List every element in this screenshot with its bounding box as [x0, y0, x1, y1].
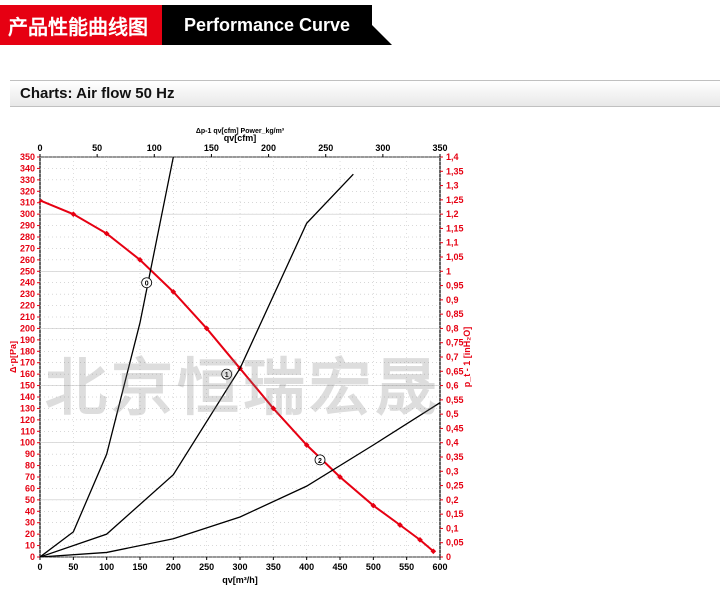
- svg-text:1,25: 1,25: [446, 195, 464, 205]
- svg-text:0,65: 0,65: [446, 366, 464, 376]
- svg-text:0: 0: [145, 281, 149, 288]
- svg-text:300: 300: [232, 562, 247, 572]
- svg-text:100: 100: [147, 143, 162, 153]
- svg-text:60: 60: [25, 483, 35, 493]
- svg-text:100: 100: [99, 562, 114, 572]
- svg-text:qv[m³/h]: qv[m³/h]: [222, 575, 258, 585]
- header-title-cn: 产品性能曲线图: [0, 5, 162, 45]
- svg-text:200: 200: [166, 562, 181, 572]
- svg-text:50: 50: [68, 562, 78, 572]
- svg-text:120: 120: [20, 415, 35, 425]
- svg-text:500: 500: [366, 562, 381, 572]
- svg-text:0: 0: [446, 552, 451, 562]
- svg-text:2: 2: [318, 458, 322, 465]
- svg-text:1: 1: [446, 266, 451, 276]
- svg-text:290: 290: [20, 221, 35, 231]
- svg-text:600: 600: [432, 562, 447, 572]
- svg-text:40: 40: [25, 506, 35, 516]
- svg-text:0,85: 0,85: [446, 309, 464, 319]
- svg-text:80: 80: [25, 461, 35, 471]
- svg-text:150: 150: [204, 143, 219, 153]
- svg-text:0,35: 0,35: [446, 452, 464, 462]
- svg-text:180: 180: [20, 346, 35, 356]
- svg-text:0: 0: [37, 143, 42, 153]
- svg-text:1,3: 1,3: [446, 181, 459, 191]
- svg-text:0,6: 0,6: [446, 381, 459, 391]
- svg-text:1,15: 1,15: [446, 223, 464, 233]
- svg-text:0,9: 0,9: [446, 295, 459, 305]
- svg-text:1: 1: [225, 372, 229, 379]
- svg-text:50: 50: [25, 495, 35, 505]
- svg-text:160: 160: [20, 369, 35, 379]
- svg-text:310: 310: [20, 198, 35, 208]
- svg-text:260: 260: [20, 255, 35, 265]
- svg-text:0,1: 0,1: [446, 523, 459, 533]
- svg-text:0,05: 0,05: [446, 538, 464, 548]
- svg-text:1,1: 1,1: [446, 238, 459, 248]
- svg-text:0,25: 0,25: [446, 481, 464, 491]
- svg-text:Δ·p[Pa]: Δ·p[Pa]: [10, 341, 18, 373]
- svg-text:30: 30: [25, 518, 35, 528]
- svg-text:0: 0: [30, 552, 35, 562]
- svg-text:350: 350: [266, 562, 281, 572]
- svg-text:0,55: 0,55: [446, 395, 464, 405]
- svg-text:150: 150: [20, 381, 35, 391]
- svg-text:230: 230: [20, 289, 35, 299]
- svg-text:140: 140: [20, 392, 35, 402]
- svg-text:0,8: 0,8: [446, 323, 459, 333]
- header-banner: 产品性能曲线图 Performance Curve: [0, 5, 727, 45]
- svg-text:340: 340: [20, 163, 35, 173]
- chart-subtitle: Charts: Air flow 50 Hz: [10, 80, 720, 107]
- svg-text:130: 130: [20, 403, 35, 413]
- svg-text:20: 20: [25, 529, 35, 539]
- svg-text:550: 550: [399, 562, 414, 572]
- svg-text:170: 170: [20, 358, 35, 368]
- svg-text:0,15: 0,15: [446, 509, 464, 519]
- svg-text:0,5: 0,5: [446, 409, 459, 419]
- svg-text:330: 330: [20, 175, 35, 185]
- svg-text:70: 70: [25, 472, 35, 482]
- svg-text:1,35: 1,35: [446, 166, 464, 176]
- svg-text:0,45: 0,45: [446, 423, 464, 433]
- chart-svg: 0102030405060708090100110120130140150160…: [10, 127, 480, 597]
- svg-text:350: 350: [432, 143, 447, 153]
- svg-text:0: 0: [37, 562, 42, 572]
- svg-text:50: 50: [92, 143, 102, 153]
- svg-text:0,7: 0,7: [446, 352, 459, 362]
- svg-text:300: 300: [375, 143, 390, 153]
- svg-text:200: 200: [261, 143, 276, 153]
- svg-text:280: 280: [20, 232, 35, 242]
- svg-text:0,4: 0,4: [446, 438, 459, 448]
- svg-text:0,95: 0,95: [446, 281, 464, 291]
- svg-text:0,75: 0,75: [446, 338, 464, 348]
- svg-text:150: 150: [132, 562, 147, 572]
- svg-text:250: 250: [318, 143, 333, 153]
- svg-text:210: 210: [20, 312, 35, 322]
- svg-text:1,05: 1,05: [446, 252, 464, 262]
- svg-text:220: 220: [20, 301, 35, 311]
- svg-text:0,3: 0,3: [446, 466, 459, 476]
- svg-text:320: 320: [20, 186, 35, 196]
- svg-text:90: 90: [25, 449, 35, 459]
- svg-text:250: 250: [199, 562, 214, 572]
- svg-text:10: 10: [25, 541, 35, 551]
- svg-text:250: 250: [20, 266, 35, 276]
- svg-text:110: 110: [20, 426, 35, 436]
- svg-text:400: 400: [299, 562, 314, 572]
- svg-text:300: 300: [20, 209, 35, 219]
- svg-text:200: 200: [20, 323, 35, 333]
- svg-text:190: 190: [20, 335, 35, 345]
- svg-text:0,2: 0,2: [446, 495, 459, 505]
- svg-text:p_t - 1 [inH₂O]: p_t - 1 [inH₂O]: [462, 327, 472, 388]
- svg-text:270: 270: [20, 243, 35, 253]
- svg-text:450: 450: [332, 562, 347, 572]
- svg-text:240: 240: [20, 278, 35, 288]
- svg-text:Δp-1 qv[cfm] Power_kg/m³: Δp-1 qv[cfm] Power_kg/m³: [196, 128, 285, 135]
- svg-text:1,4: 1,4: [446, 152, 459, 162]
- svg-text:350: 350: [20, 152, 35, 162]
- svg-text:1,2: 1,2: [446, 209, 459, 219]
- performance-chart: 0102030405060708090100110120130140150160…: [10, 127, 480, 597]
- svg-text:100: 100: [20, 438, 35, 448]
- header-title-en: Performance Curve: [162, 5, 372, 45]
